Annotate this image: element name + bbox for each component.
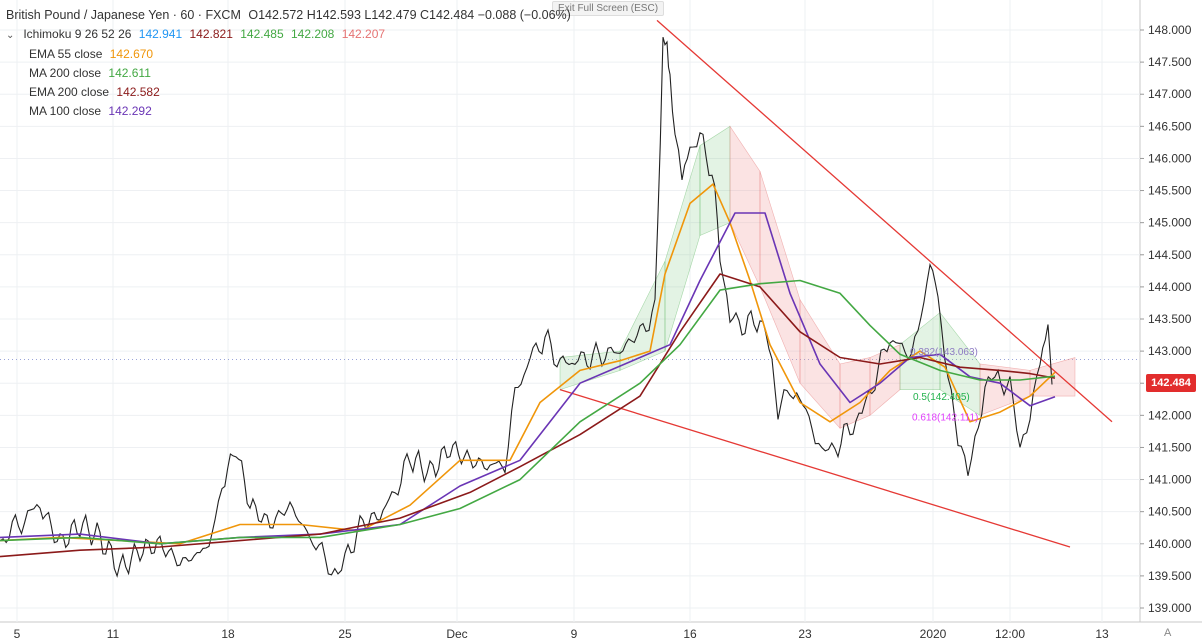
ichimoku-value-1: 142.941 — [138, 27, 183, 41]
x-tick-label: 11 — [107, 627, 120, 641]
ichimoku-value-4: 142.208 — [290, 27, 335, 41]
y-tick-label: 139.000 — [1148, 601, 1192, 615]
trendline-2[interactable] — [559, 389, 1071, 548]
y-tick-label: 148.000 — [1148, 23, 1192, 37]
ichimoku-value-5: 142.207 — [341, 27, 386, 41]
x-tick-label: 18 — [221, 627, 235, 641]
y-tick-label: 139.500 — [1148, 569, 1192, 583]
cloud-segment — [619, 261, 666, 371]
y-tick-label: 140.000 — [1148, 537, 1192, 551]
ichimoku-row[interactable]: ⌄ Ichimoku 9 26 52 26 142.941 142.821 14… — [6, 25, 571, 45]
x-tick-label: 12:00 — [995, 627, 1025, 641]
ema200-label: EMA 200 close — [29, 85, 110, 99]
x-tick-label: 23 — [798, 627, 812, 641]
y-tick-label: 146.500 — [1148, 119, 1192, 133]
ichimoku-value-2: 142.821 — [189, 27, 233, 41]
y-tick-label: 147.000 — [1148, 87, 1192, 101]
x-tick-label: 2020 — [920, 627, 947, 641]
y-tick-label: 140.500 — [1148, 505, 1192, 519]
x-tick-label: 16 — [683, 627, 697, 641]
ema200-value: 142.582 — [116, 85, 160, 99]
auto-scale-button[interactable]: A — [1164, 627, 1172, 639]
cloud-segment — [664, 145, 701, 352]
legend: British Pound / Japanese Yen · 60 · FXCM… — [6, 6, 571, 121]
ma200-label: MA 200 close — [29, 66, 102, 80]
y-tick-label: 141.000 — [1148, 473, 1192, 487]
fib-label: 0.5(142.405) — [913, 392, 970, 403]
ma100-row[interactable]: MA 100 close 142.292 — [6, 102, 571, 121]
y-tick-label: 144.000 — [1148, 280, 1192, 294]
series-ema200 — [0, 273, 1056, 558]
y-tick-label: 145.500 — [1148, 184, 1192, 198]
ma200-value: 142.611 — [108, 66, 151, 80]
chevron-down-icon[interactable]: ⌄ — [6, 30, 15, 41]
exit-fullscreen-button[interactable]: Exit Full Screen (ESC) — [552, 1, 665, 16]
y-tick-label: 143.000 — [1148, 344, 1192, 358]
y-tick-label: 143.500 — [1148, 312, 1192, 326]
ma100-label: MA 100 close — [29, 104, 102, 118]
ma200-row[interactable]: MA 200 close 142.611 — [6, 64, 571, 83]
x-tick-label: 25 — [338, 627, 352, 641]
ema55-row[interactable]: EMA 55 close 142.670 — [6, 45, 571, 64]
ema200-row[interactable]: EMA 200 close 142.582 — [6, 83, 571, 102]
x-tick-label: Dec — [446, 627, 467, 641]
ema55-value: 142.670 — [109, 47, 154, 61]
x-tick-label: 13 — [1095, 627, 1109, 641]
y-tick-label: 142.000 — [1148, 408, 1192, 422]
series-lines — [0, 36, 1056, 578]
ichimoku-label: Ichimoku 9 26 52 26 — [23, 27, 132, 41]
ohlc-values: O142.572 H142.593 L142.479 C142.484 −0.0… — [248, 8, 571, 22]
cloud-segment — [729, 125, 761, 288]
y-tick-label: 144.500 — [1148, 248, 1192, 262]
time-axis[interactable]: 5 11 18 25 Dec 9 16 23 2020 12:00 13 — [14, 627, 1109, 641]
fib-label: 0.618(142.111) — [912, 413, 978, 424]
series-ema55 — [0, 183, 1056, 545]
ichimoku-value-3: 142.485 — [240, 27, 284, 41]
fib-label: 0.382(143.063) — [910, 347, 978, 358]
trendline-1[interactable] — [656, 19, 1113, 423]
symbol-row: British Pound / Japanese Yen · 60 · FXCM… — [6, 6, 571, 25]
last-price-tag: 142.484 — [1146, 374, 1196, 392]
fib-labels: 0.382(143.063) 0.5(142.405) 0.618(142.111) — [910, 347, 978, 424]
cloud-segment — [869, 344, 901, 416]
y-tick-label: 146.000 — [1148, 151, 1192, 165]
y-tick-label: 145.000 — [1148, 216, 1192, 230]
x-tick-label: 9 — [571, 627, 578, 641]
price-axis[interactable]: 148.000 147.500 147.000 146.500 146.000 145.5… — [1140, 23, 1192, 615]
y-tick-label: 141.500 — [1148, 440, 1192, 454]
series-ma200 — [0, 279, 1056, 545]
symbol-title: British Pound / Japanese Yen · 60 · FXCM — [6, 8, 241, 22]
y-tick-label: 147.500 — [1148, 55, 1192, 69]
x-tick-label: 5 — [14, 627, 21, 641]
ema55-label: EMA 55 close — [29, 47, 103, 61]
trendlines[interactable] — [559, 19, 1113, 548]
ma100-value: 142.292 — [108, 104, 152, 118]
